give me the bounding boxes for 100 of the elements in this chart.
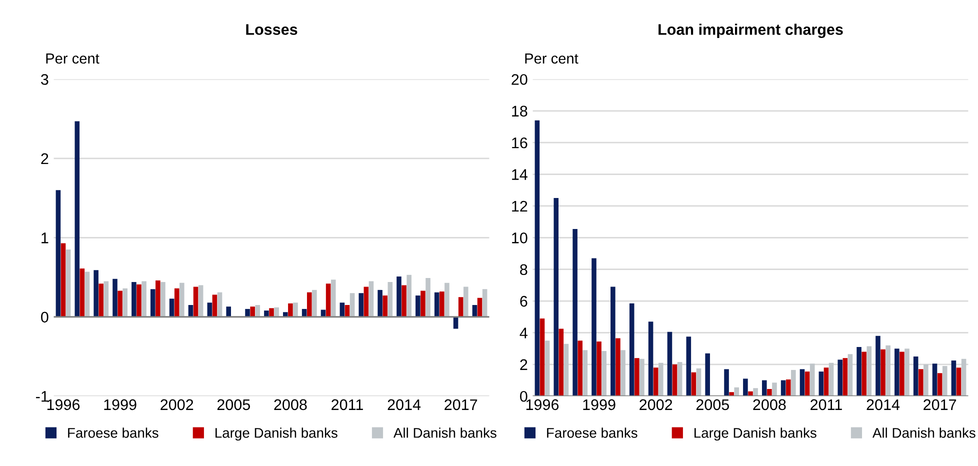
bar bbox=[540, 318, 545, 396]
bar bbox=[420, 290, 426, 317]
bar bbox=[734, 387, 740, 396]
bar bbox=[378, 290, 382, 317]
bar bbox=[358, 293, 364, 317]
bar bbox=[60, 243, 66, 317]
y-tick-label: 6 bbox=[520, 296, 528, 307]
x-tick-label: 2014 bbox=[388, 399, 421, 410]
bar bbox=[886, 345, 890, 396]
bar bbox=[112, 278, 118, 317]
bar bbox=[640, 358, 644, 396]
bar bbox=[434, 292, 440, 317]
bar bbox=[160, 282, 166, 317]
x-tick-label: 2017 bbox=[444, 399, 478, 410]
x-tick-label: 2014 bbox=[866, 399, 900, 410]
bar bbox=[838, 360, 843, 396]
bar bbox=[150, 289, 156, 317]
bar bbox=[264, 310, 269, 317]
x-tick-label: 2005 bbox=[696, 399, 729, 410]
bar bbox=[312, 290, 317, 317]
bar bbox=[142, 281, 146, 317]
bar bbox=[444, 282, 450, 317]
bar bbox=[918, 369, 924, 396]
bar bbox=[458, 297, 464, 317]
x-tick-label: 2002 bbox=[160, 399, 194, 410]
bar bbox=[658, 362, 664, 396]
legend-label: All Danish banks bbox=[393, 428, 496, 438]
x-tick-label: 2008 bbox=[274, 399, 307, 410]
bar bbox=[193, 286, 198, 317]
bar bbox=[818, 372, 824, 396]
y-tick-label: 4 bbox=[520, 328, 528, 338]
chart-title: Loan impairment charges bbox=[658, 24, 843, 38]
bar bbox=[582, 350, 588, 396]
bar bbox=[104, 281, 109, 317]
y-tick-label: 20 bbox=[512, 74, 528, 85]
bar bbox=[453, 316, 458, 329]
bar bbox=[578, 340, 583, 396]
bar bbox=[74, 121, 80, 317]
bar bbox=[426, 278, 430, 317]
bar bbox=[620, 350, 626, 396]
bar bbox=[610, 286, 616, 396]
bar bbox=[686, 336, 692, 396]
bar bbox=[880, 349, 886, 396]
bar bbox=[440, 292, 444, 317]
bar bbox=[169, 298, 174, 317]
bar bbox=[753, 388, 758, 396]
bar bbox=[326, 284, 331, 317]
bar bbox=[402, 285, 406, 317]
bar bbox=[791, 370, 796, 396]
bar bbox=[364, 286, 369, 317]
bar bbox=[94, 270, 98, 317]
x-tick-label: 1996 bbox=[526, 399, 559, 410]
y-tick-label: 1 bbox=[42, 232, 48, 244]
bar bbox=[810, 364, 815, 396]
y-tick-label: 18 bbox=[512, 106, 528, 117]
bar bbox=[388, 282, 393, 317]
bar bbox=[786, 379, 791, 396]
bar bbox=[156, 280, 160, 317]
y-tick-label: 14 bbox=[512, 169, 528, 180]
bar bbox=[212, 294, 218, 317]
bar bbox=[667, 332, 672, 396]
bar bbox=[913, 356, 918, 396]
bar bbox=[724, 369, 729, 396]
bar bbox=[80, 268, 85, 317]
bar bbox=[368, 281, 374, 317]
y-tick-label: 16 bbox=[512, 137, 528, 148]
bar bbox=[554, 198, 559, 396]
bar bbox=[862, 352, 866, 396]
bar bbox=[900, 352, 904, 396]
bar bbox=[772, 382, 777, 396]
bar bbox=[629, 303, 634, 396]
bar bbox=[293, 302, 298, 317]
x-tick-label: 2008 bbox=[753, 399, 786, 410]
x-tick-label: 2002 bbox=[640, 399, 672, 410]
bar bbox=[396, 276, 402, 317]
x-tick-label: 2011 bbox=[810, 399, 842, 410]
bar bbox=[482, 289, 488, 317]
bar bbox=[648, 322, 654, 396]
bar bbox=[288, 303, 293, 317]
bar bbox=[876, 336, 880, 396]
bar bbox=[416, 295, 420, 317]
bar bbox=[743, 378, 748, 396]
x-tick-label: 1996 bbox=[47, 399, 80, 410]
bar bbox=[122, 288, 128, 317]
bar bbox=[132, 282, 136, 317]
x-tick-label: 1999 bbox=[583, 399, 616, 410]
bar bbox=[274, 307, 279, 317]
bar bbox=[180, 282, 184, 317]
bar bbox=[118, 290, 122, 317]
y-tick-label: 10 bbox=[512, 232, 528, 244]
bar bbox=[894, 348, 900, 396]
y-axis-title: Per cent bbox=[525, 53, 578, 64]
legend-label: Large Danish banks bbox=[216, 428, 338, 441]
bar bbox=[269, 308, 274, 317]
bar bbox=[800, 369, 805, 396]
bar bbox=[866, 346, 872, 396]
bar bbox=[217, 292, 222, 317]
bar bbox=[696, 368, 702, 396]
bar bbox=[174, 288, 180, 317]
bar bbox=[98, 284, 104, 317]
